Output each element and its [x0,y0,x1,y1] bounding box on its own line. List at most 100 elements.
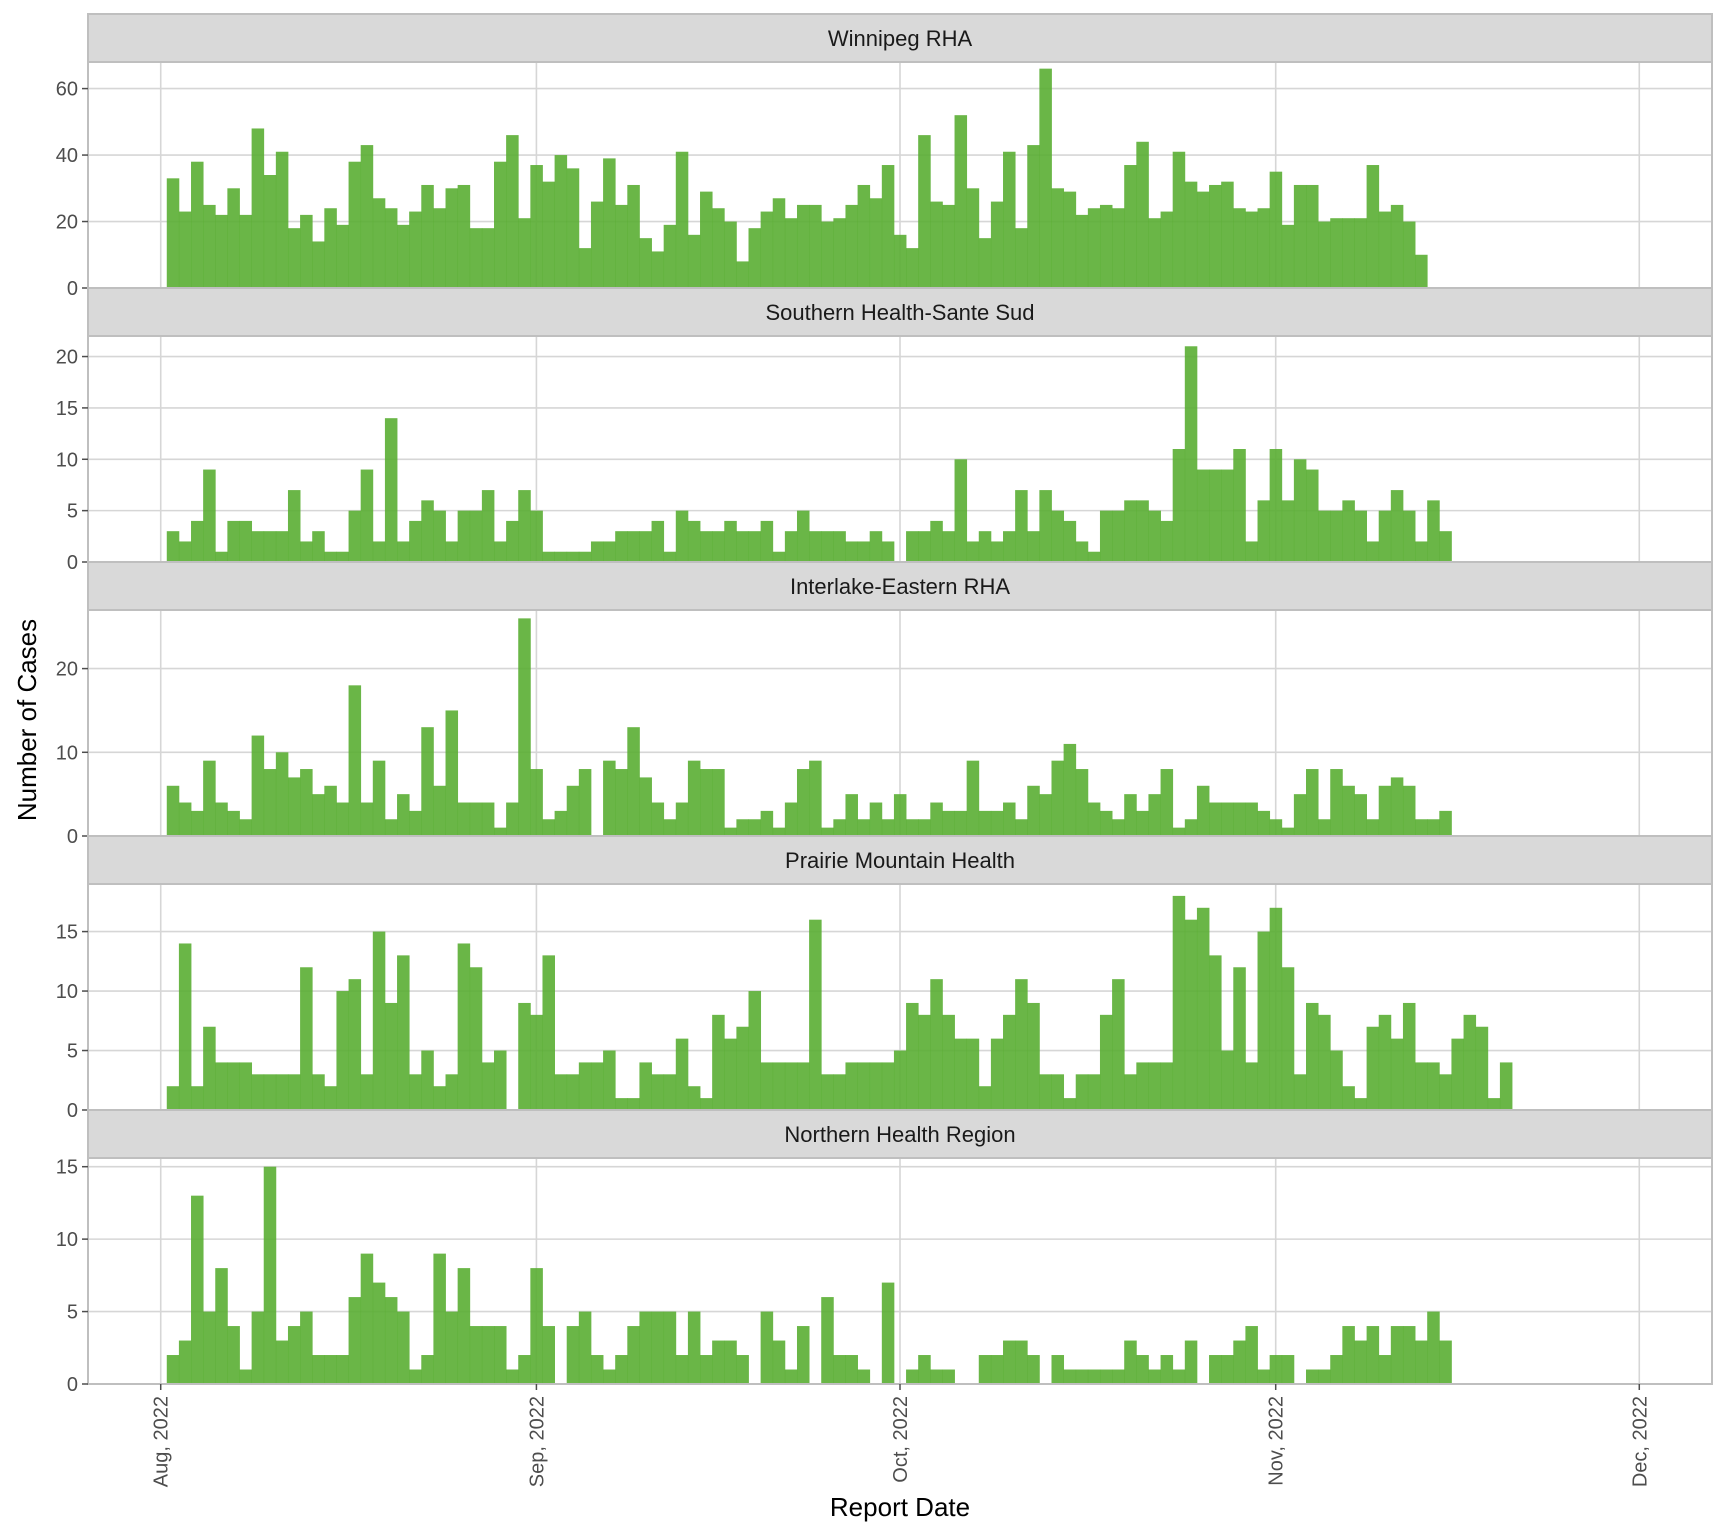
bar [372,760,386,836]
bar [651,251,665,288]
bar [494,161,507,288]
bar [651,802,665,836]
bar [239,1369,253,1384]
bar [263,531,277,562]
y-tick-label: 40 [56,145,78,167]
bar [627,184,640,288]
bar [1051,1074,1065,1110]
bar [1184,346,1198,562]
bar [845,204,858,288]
bar [942,1369,955,1384]
bar [530,510,543,562]
bar [215,1268,228,1384]
bar [166,1355,180,1384]
bar [930,979,943,1110]
bar [481,1326,495,1384]
bar [433,510,446,562]
bar [760,520,774,562]
bar [663,819,677,836]
y-axis-title: Number of Cases [12,619,42,821]
bar [312,241,325,288]
bar [1051,760,1065,836]
bar [796,1062,810,1110]
y-tick-label: 15 [56,922,78,944]
bar [700,1098,713,1110]
bar [590,201,604,288]
bar [1184,919,1198,1110]
bar [1354,218,1367,288]
y-tick-label: 0 [67,826,78,848]
bar [397,1311,410,1384]
y-tick-label: 10 [56,981,78,1003]
bar [215,1062,228,1110]
bar [1427,819,1440,836]
bar [1257,208,1271,288]
bar [263,1074,277,1110]
bar [1306,184,1319,288]
bar [809,919,822,1110]
bar [1063,520,1077,562]
bar [1293,1074,1307,1110]
bar [518,1355,531,1384]
bar [191,810,204,836]
bar [1342,785,1355,836]
bar [409,1369,422,1384]
bar [360,145,374,288]
facet-panel: Northern Health Region 0 5 10 15 Aug, 2022 Sep… [56,1109,1713,1487]
bar [1039,490,1052,562]
bar [433,1253,446,1384]
bar [966,1038,980,1110]
strip-background [87,835,1713,885]
bar [1015,979,1028,1110]
bar [178,802,192,836]
bar [421,1355,434,1384]
bar [1172,449,1186,562]
bar [1378,1355,1392,1384]
bar [966,541,980,562]
bar [1087,208,1101,288]
bar [336,1355,349,1384]
bar [1015,819,1028,836]
bar [615,769,628,836]
bar [748,531,762,562]
bar [1366,1326,1380,1384]
bar [687,760,701,836]
bar [372,1282,386,1384]
bar [1439,1074,1452,1110]
bar [1172,895,1186,1110]
bar [809,760,822,836]
bar [796,769,810,836]
bar [1160,1355,1174,1384]
bar [275,752,289,836]
bar [1136,141,1149,288]
bar [1378,211,1392,288]
x-tick-label: Dec, 2022 [1629,1396,1651,1487]
bar [918,135,931,288]
bar [651,1074,665,1110]
bar [287,1326,301,1384]
bar [869,198,883,288]
bar [312,1074,325,1110]
bar [1172,151,1186,288]
bar [578,1311,592,1384]
bar [942,1014,955,1110]
bar [1463,1014,1477,1110]
bar [700,531,713,562]
bar [275,531,289,562]
bar [178,541,192,562]
bar [590,1355,604,1384]
bar [251,531,265,562]
bar [578,551,592,562]
bar [857,1062,871,1110]
bar [954,115,968,288]
bar [178,1340,192,1384]
y-tick-label: 10 [56,449,78,471]
bar [1027,785,1040,836]
bar [881,1062,895,1110]
bar [857,541,871,562]
bar [312,794,325,836]
bar [481,490,495,562]
bar [1196,907,1210,1110]
bar [615,204,628,288]
y-tick-label: 20 [56,212,78,234]
